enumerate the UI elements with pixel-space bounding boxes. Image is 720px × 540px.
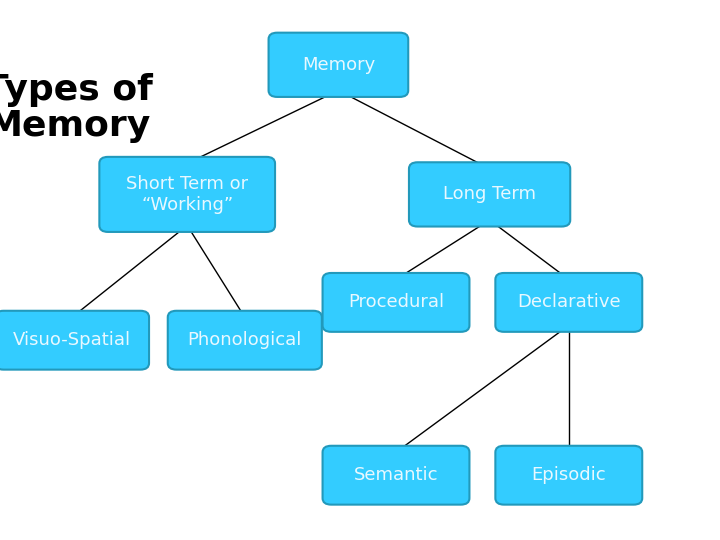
- FancyBboxPatch shape: [495, 446, 642, 504]
- Text: Types of
Memory: Types of Memory: [0, 73, 153, 143]
- FancyBboxPatch shape: [495, 273, 642, 332]
- FancyBboxPatch shape: [168, 311, 322, 369]
- FancyBboxPatch shape: [323, 273, 469, 332]
- FancyBboxPatch shape: [0, 311, 149, 369]
- Text: Short Term or
“Working”: Short Term or “Working”: [126, 175, 248, 214]
- Text: Episodic: Episodic: [531, 466, 606, 484]
- Text: Phonological: Phonological: [188, 331, 302, 349]
- FancyBboxPatch shape: [269, 32, 408, 97]
- Text: Long Term: Long Term: [443, 185, 536, 204]
- Text: Visuo-Spatial: Visuo-Spatial: [13, 331, 131, 349]
- Text: Procedural: Procedural: [348, 293, 444, 312]
- Text: Declarative: Declarative: [517, 293, 621, 312]
- Text: Semantic: Semantic: [354, 466, 438, 484]
- FancyBboxPatch shape: [323, 446, 469, 504]
- FancyBboxPatch shape: [409, 162, 570, 226]
- FancyBboxPatch shape: [99, 157, 275, 232]
- Text: Memory: Memory: [302, 56, 375, 74]
